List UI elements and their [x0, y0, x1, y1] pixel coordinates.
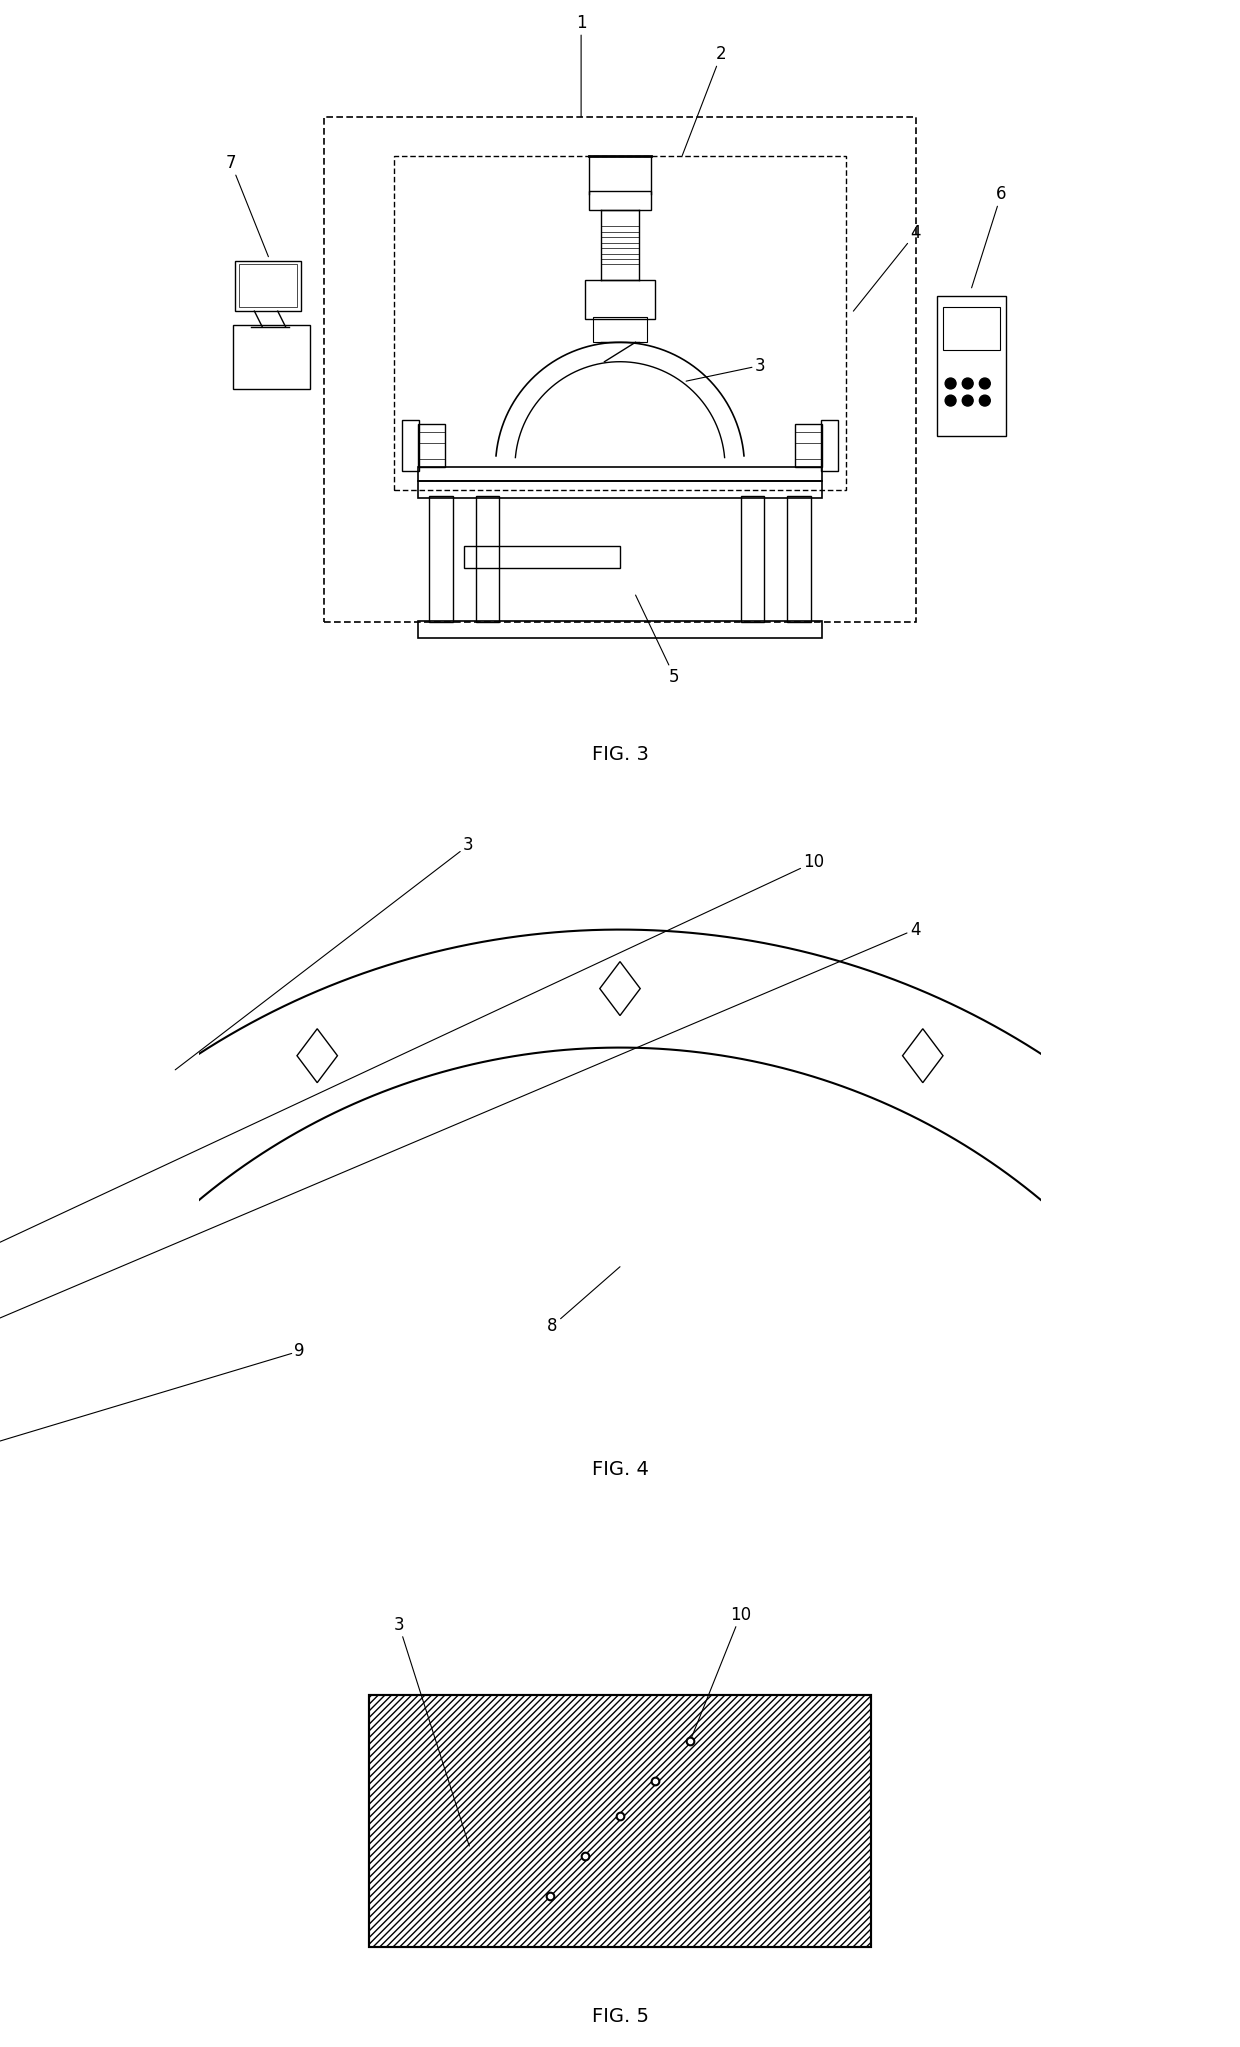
Text: 4: 4 [853, 225, 921, 311]
Text: 10: 10 [691, 1607, 751, 1740]
Bar [593, 317, 647, 342]
Bar [821, 420, 838, 471]
Text: 10: 10 [0, 854, 825, 1253]
Bar [465, 547, 620, 567]
Bar [476, 495, 500, 622]
Bar [585, 280, 655, 319]
Text: FIG. 3: FIG. 3 [591, 745, 649, 764]
Bar [795, 424, 822, 467]
Polygon shape [51, 1218, 92, 1271]
Text: 7: 7 [226, 154, 268, 256]
Text: 8: 8 [547, 1267, 620, 1335]
Bar [368, 1695, 872, 1947]
Circle shape [945, 395, 956, 405]
Text: 9: 9 [0, 1343, 305, 1462]
Text: 3: 3 [393, 1615, 469, 1846]
Polygon shape [600, 962, 640, 1015]
Text: 2: 2 [682, 45, 727, 156]
Polygon shape [903, 1030, 942, 1083]
Text: 5: 5 [636, 596, 680, 686]
Text: 4: 4 [0, 921, 920, 1345]
Bar [402, 420, 419, 471]
Text: 3: 3 [686, 356, 765, 381]
Text: 1: 1 [575, 14, 587, 117]
Bar [418, 481, 822, 497]
Circle shape [962, 395, 973, 405]
Polygon shape [1148, 1218, 1189, 1271]
Text: 3: 3 [175, 837, 474, 1071]
Circle shape [945, 379, 956, 389]
Bar [740, 495, 764, 622]
Circle shape [980, 395, 991, 405]
Bar [418, 467, 822, 481]
Bar [418, 620, 822, 639]
Bar [418, 424, 445, 467]
Bar [429, 495, 453, 622]
Bar [942, 307, 1001, 350]
Bar [368, 1695, 872, 1947]
Circle shape [962, 379, 973, 389]
Text: FIG. 5: FIG. 5 [591, 2008, 649, 2027]
Bar [787, 495, 811, 622]
Bar [394, 156, 846, 489]
Bar [239, 264, 298, 307]
Circle shape [980, 379, 991, 389]
Bar [325, 117, 915, 622]
Polygon shape [298, 1030, 337, 1083]
Text: 6: 6 [972, 186, 1007, 289]
Text: FIG. 4: FIG. 4 [591, 1460, 649, 1478]
Bar [233, 325, 310, 389]
Bar [589, 190, 651, 211]
Bar [937, 295, 1006, 436]
Bar [234, 260, 301, 311]
